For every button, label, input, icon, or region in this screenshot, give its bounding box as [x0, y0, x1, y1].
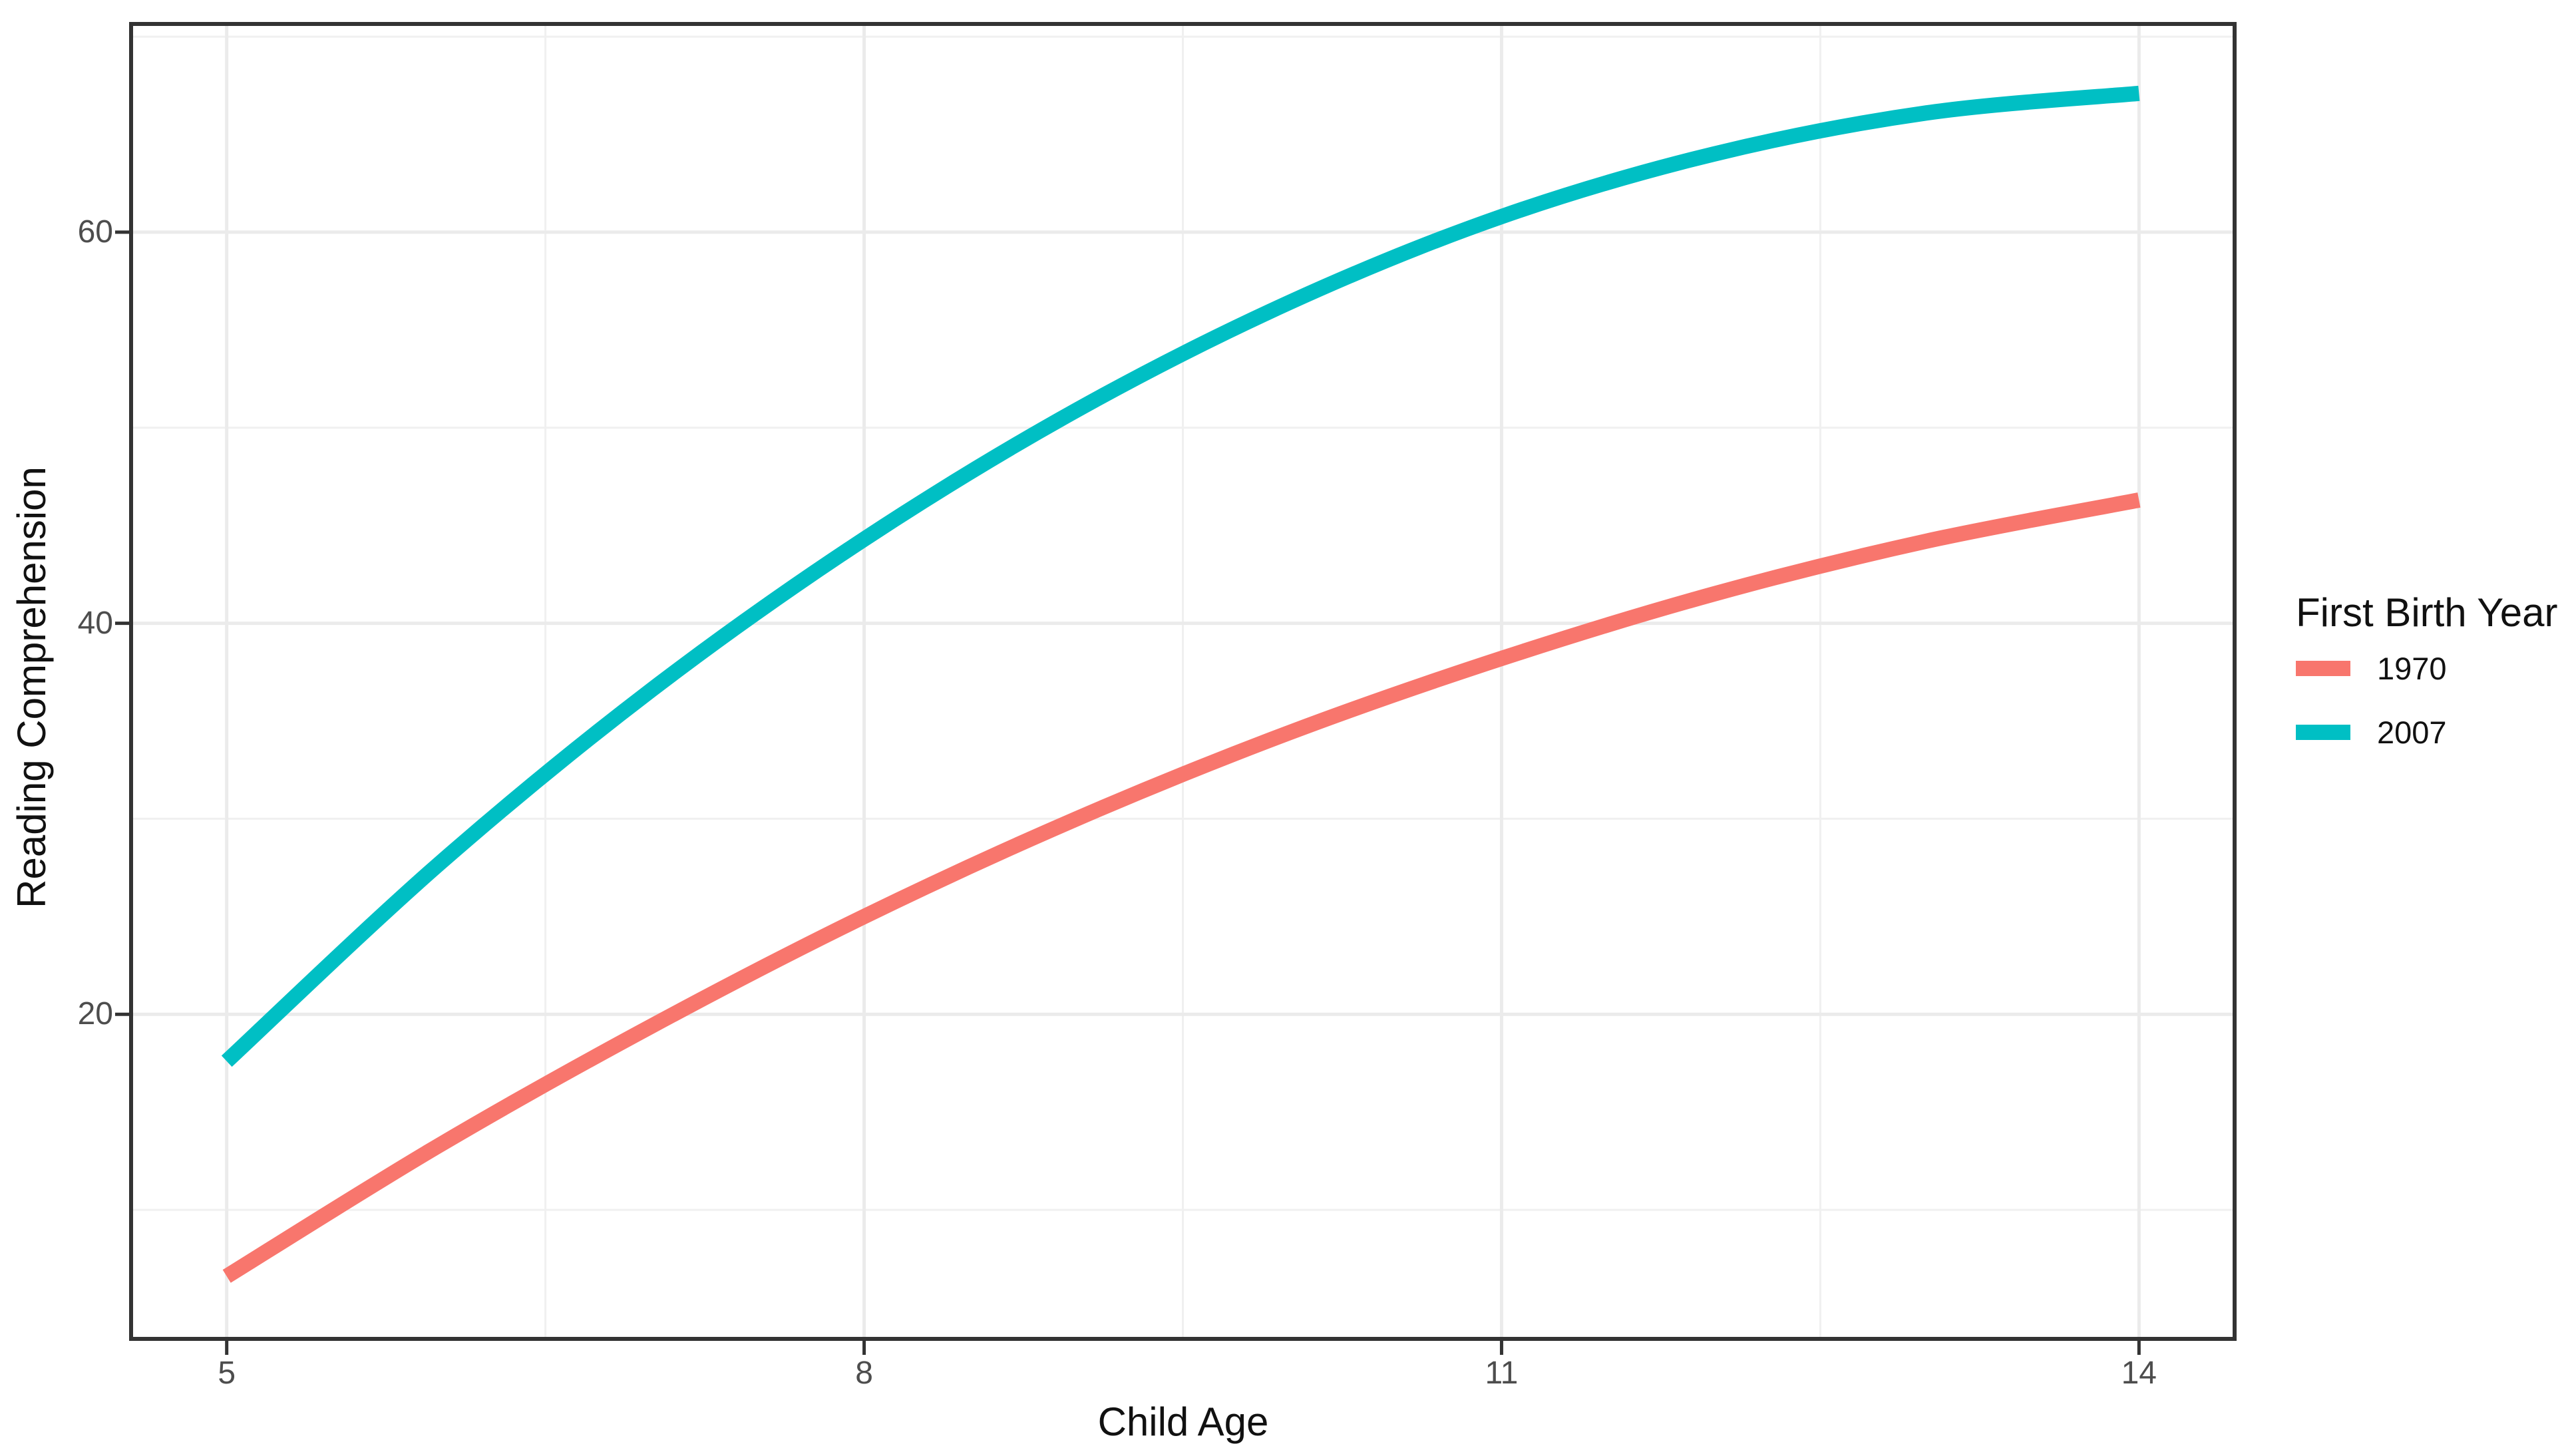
- series-line-2007: [221, 85, 2140, 1067]
- legend-key-line-2007: [2296, 724, 2350, 740]
- x-tick-label: 8: [855, 1356, 873, 1391]
- x-axis-title: Child Age: [1097, 1399, 1269, 1444]
- y-tick-label: 20: [77, 996, 113, 1032]
- legend-item-label: 2007: [2377, 714, 2447, 750]
- legend: First Birth Year 1970 2007: [2296, 590, 2569, 764]
- x-tick-label: 11: [1485, 1356, 1519, 1391]
- x-tick-label: 5: [218, 1356, 236, 1391]
- legend-item-2007: 2007: [2296, 700, 2569, 764]
- legend-item-1970: 1970: [2296, 636, 2569, 700]
- y-tick-label: 60: [77, 214, 113, 250]
- legend-item-label: 1970: [2377, 650, 2447, 686]
- legend-title: First Birth Year: [2296, 590, 2558, 635]
- series-line-1970: [222, 492, 2141, 1283]
- panel-border: [129, 22, 2237, 1341]
- y-tick-label: 40: [77, 605, 113, 641]
- x-tick-label: 14: [2121, 1356, 2157, 1391]
- legend-key-line-1970: [2296, 660, 2350, 676]
